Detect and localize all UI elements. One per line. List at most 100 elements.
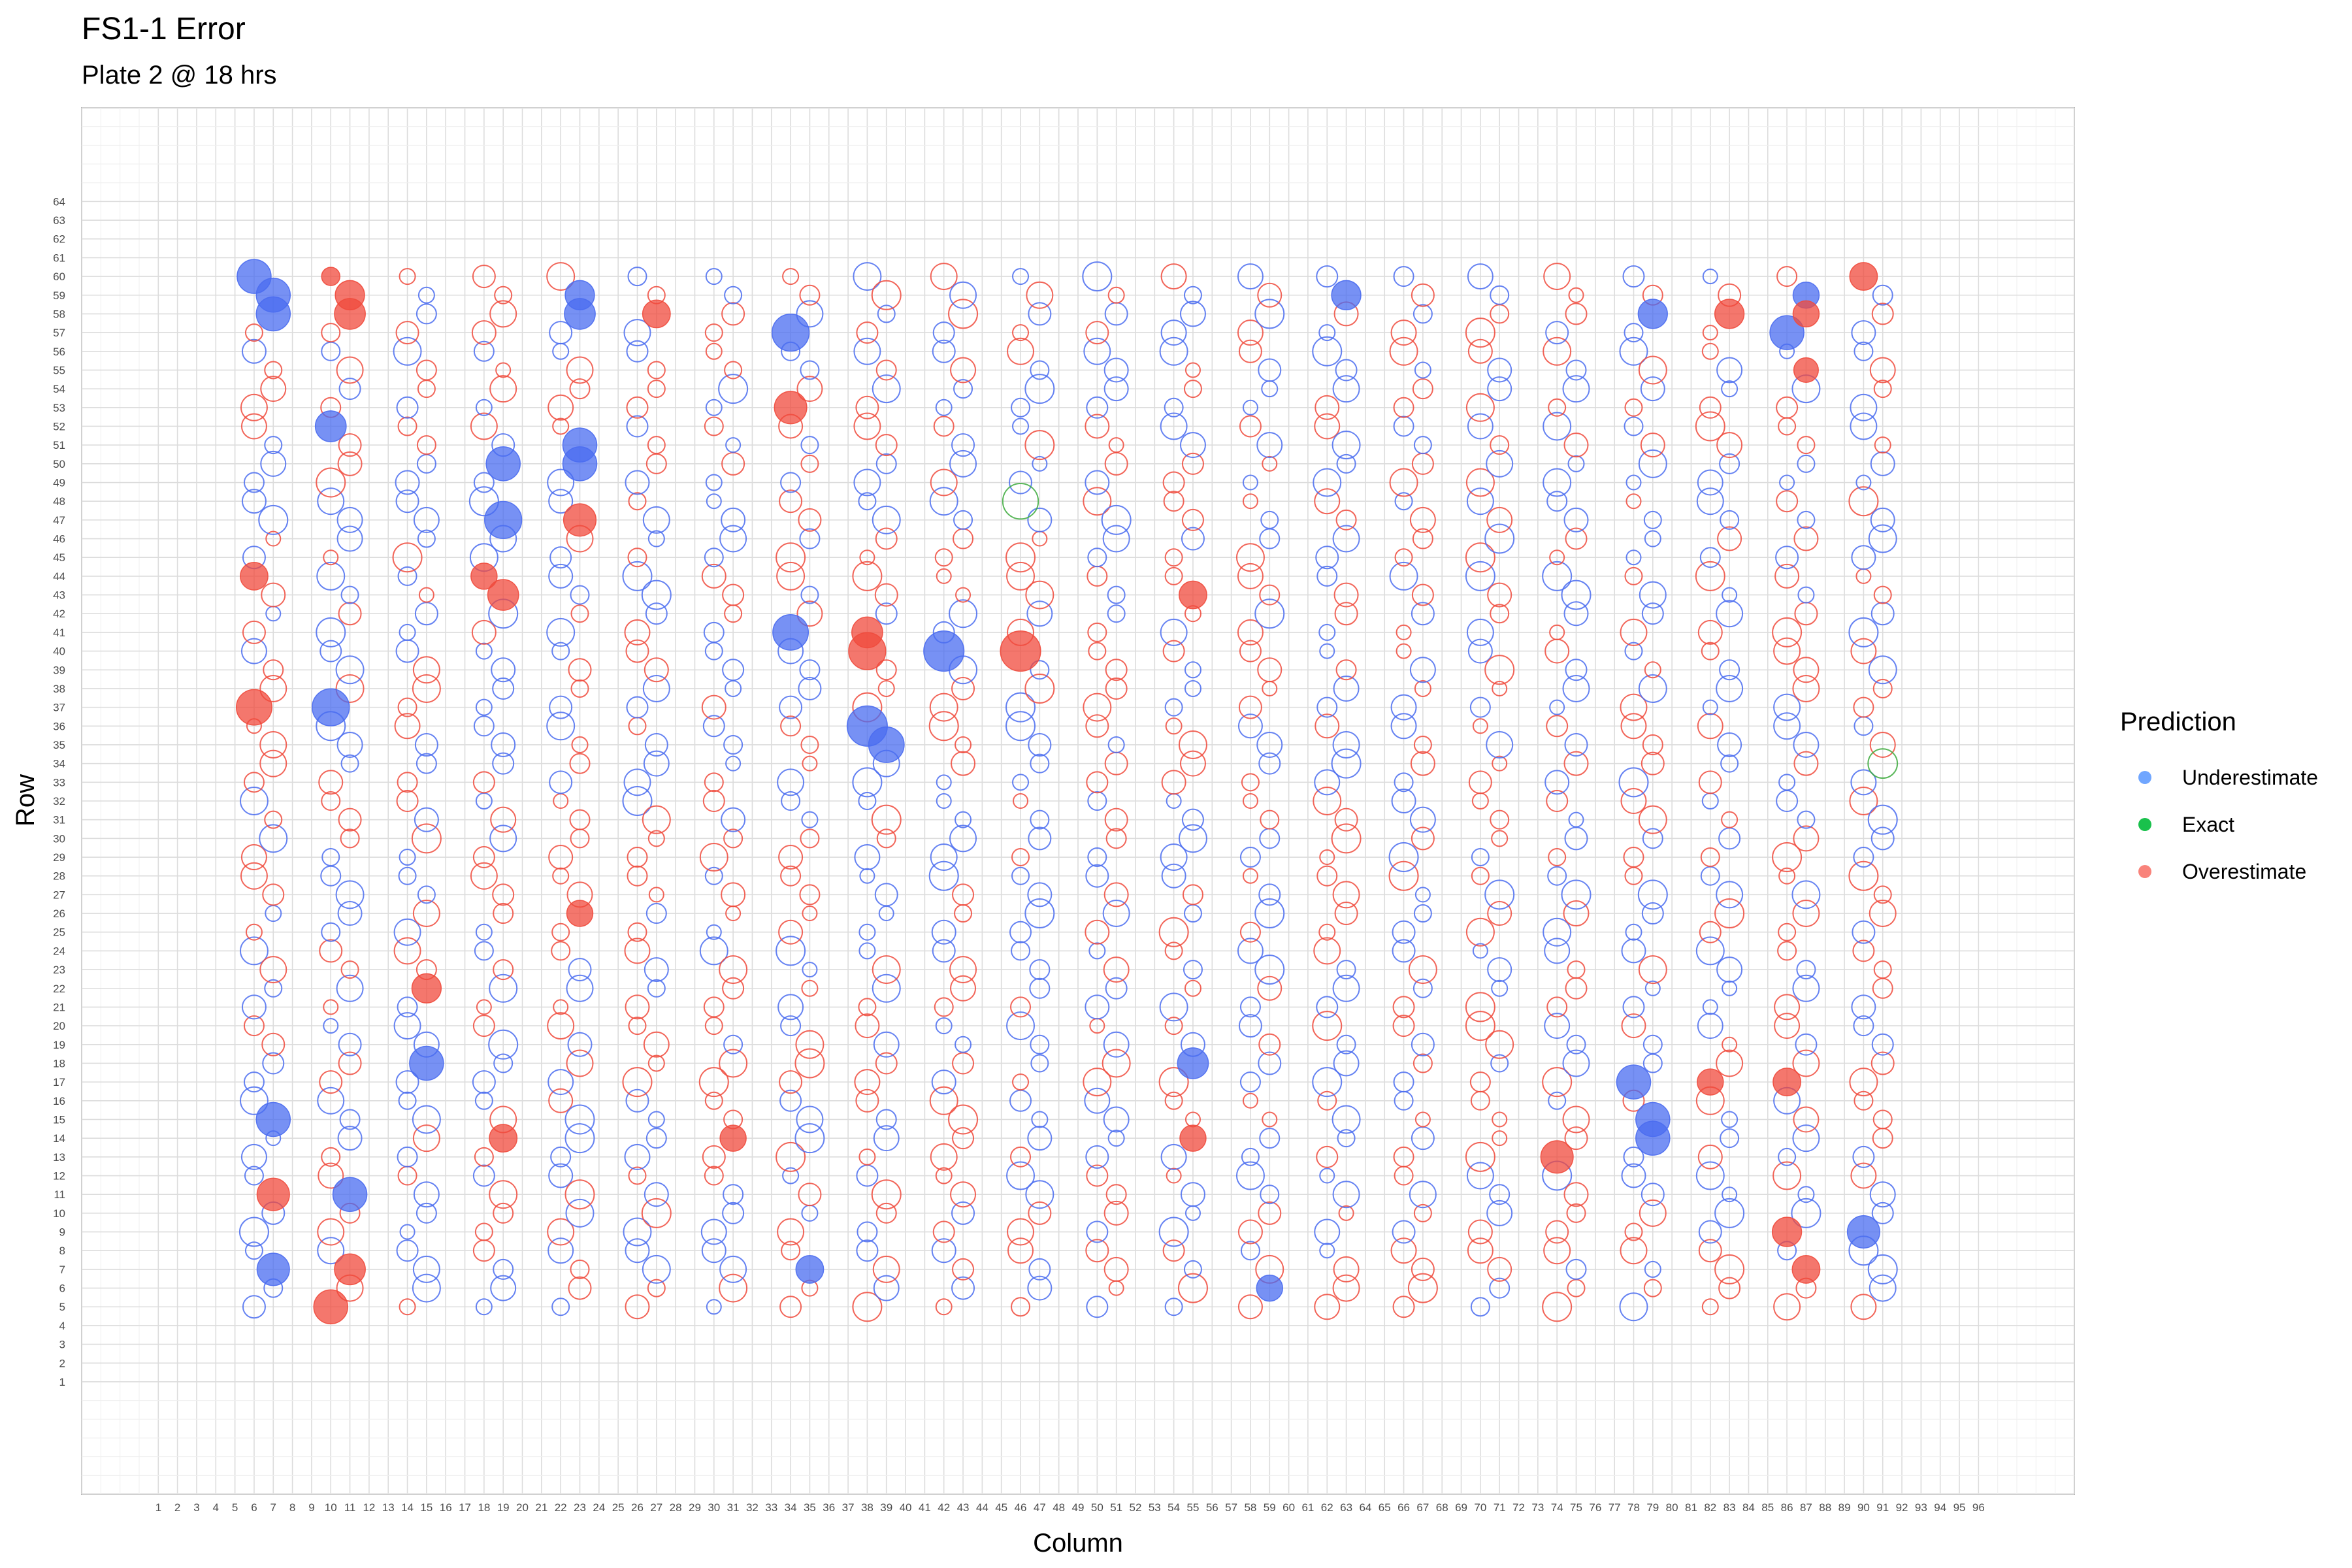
data-point-overestimate [1411, 1257, 1435, 1281]
data-point-underestimate [549, 546, 572, 569]
data-point-underestimate [339, 1109, 361, 1130]
data-point-underestimate [721, 507, 746, 532]
x-tick-label: 16 [440, 1501, 452, 1514]
data-point-underestimate [1160, 1143, 1187, 1170]
y-tick-label: 29 [53, 851, 65, 864]
data-point-underestimate [332, 1177, 368, 1212]
y-tick-label: 15 [53, 1113, 65, 1126]
data-point-overestimate [1393, 1146, 1414, 1168]
data-point-overestimate [244, 323, 263, 342]
data-point-underestimate [642, 1254, 671, 1284]
data-point-overestimate [1164, 566, 1183, 585]
data-point-overestimate [1087, 622, 1107, 642]
data-point-overestimate [1854, 1090, 1874, 1111]
data-point-overestimate [334, 298, 366, 330]
data-point-underestimate [548, 1163, 574, 1188]
data-point-overestimate [1235, 543, 1265, 572]
data-point-overestimate [641, 1198, 672, 1228]
data-point-overestimate [1620, 693, 1648, 721]
data-point-underestimate [1467, 263, 1494, 290]
data-point-underestimate [1797, 1186, 1815, 1203]
data-point-overestimate [1792, 300, 1820, 328]
data-point-underestimate [1331, 280, 1362, 310]
data-point-underestimate [395, 470, 420, 495]
data-point-overestimate [1164, 548, 1183, 567]
data-point-overestimate [955, 587, 972, 603]
data-point-underestimate [798, 676, 822, 700]
data-point-overestimate [950, 357, 977, 384]
data-point-underestimate [1012, 268, 1030, 286]
data-point-underestimate [409, 1045, 444, 1081]
data-point-overestimate [1013, 793, 1029, 809]
data-point-overestimate [626, 396, 649, 419]
data-point-overestimate [930, 468, 958, 497]
data-point-overestimate [1543, 263, 1571, 291]
data-point-underestimate [852, 767, 883, 798]
data-point-overestimate [800, 735, 819, 754]
data-point-underestimate [1792, 974, 1820, 1002]
data-point-underestimate [1695, 1161, 1725, 1190]
data-point-overestimate [698, 1067, 729, 1098]
data-point-underestimate [1160, 412, 1188, 440]
data-point-underestimate [1237, 938, 1264, 964]
x-tick-label: 21 [535, 1501, 547, 1514]
data-point-underestimate [399, 1224, 416, 1240]
data-point-underestimate [1486, 730, 1514, 759]
data-point-underestimate [336, 731, 363, 758]
data-point-underestimate [705, 474, 723, 491]
data-point-underestimate [316, 561, 346, 591]
data-point-underestimate [1085, 1145, 1109, 1169]
data-point-underestimate [1870, 507, 1895, 532]
data-point-overestimate [1722, 1036, 1738, 1053]
data-point-underestimate [489, 973, 518, 1003]
data-point-overestimate [1260, 809, 1280, 830]
data-point-underestimate [780, 472, 802, 493]
data-point-overestimate [493, 1202, 514, 1224]
data-point-overestimate [1242, 493, 1258, 510]
data-point-underestimate [1697, 469, 1723, 496]
data-point-underestimate [337, 1126, 363, 1151]
data-point-overestimate [1412, 378, 1433, 400]
data-point-overestimate [872, 955, 901, 985]
data-point-overestimate [1774, 563, 1800, 589]
data-point-underestimate [317, 487, 345, 515]
data-point-overestimate [1258, 1033, 1281, 1056]
data-point-overestimate [627, 865, 648, 887]
data-point-overestimate [780, 865, 802, 887]
data-point-overestimate [570, 1259, 590, 1279]
data-point-overestimate [704, 772, 724, 792]
data-point-underestimate [777, 994, 804, 1021]
data-point-overestimate [259, 674, 287, 702]
chart-subtitle: Plate 2 @ 18 hrs [82, 61, 277, 90]
data-point-underestimate [489, 825, 517, 853]
data-point-overestimate [416, 435, 436, 455]
x-tick-label: 34 [785, 1501, 797, 1514]
x-tick-label: 53 [1149, 1501, 1161, 1514]
data-point-underestimate [1239, 847, 1261, 868]
data-point-underestimate [395, 1070, 419, 1094]
data-point-overestimate [779, 489, 803, 514]
legend: Prediction Underestimate Exact Overestimat… [2120, 708, 2318, 883]
y-tick-label: 38 [53, 683, 65, 695]
data-point-underestimate [779, 1089, 802, 1112]
data-point-overestimate [1314, 413, 1341, 440]
data-point-overestimate [1701, 642, 1720, 661]
data-point-overestimate [875, 1202, 897, 1224]
data-point-underestimate [416, 1202, 437, 1224]
y-tick-labels: 1234567891011121314151617181920212223242… [53, 195, 65, 1388]
x-tick-label: 64 [1359, 1501, 1371, 1514]
data-point-underestimate [1484, 523, 1515, 554]
y-tick-label: 8 [59, 1245, 65, 1257]
data-point-overestimate [1695, 561, 1725, 591]
data-point-overestimate [701, 563, 727, 589]
data-point-underestimate [1853, 847, 1874, 868]
x-tick-label: 39 [880, 1501, 892, 1514]
legend-key-overestimate [2138, 865, 2151, 878]
data-point-underestimate [1237, 713, 1263, 739]
data-point-underestimate [935, 399, 953, 416]
data-point-underestimate [473, 715, 495, 737]
data-point-overestimate [877, 679, 895, 697]
y-tick-label: 50 [53, 458, 65, 470]
data-point-overestimate [245, 923, 263, 941]
data-point-overestimate [1237, 319, 1264, 346]
